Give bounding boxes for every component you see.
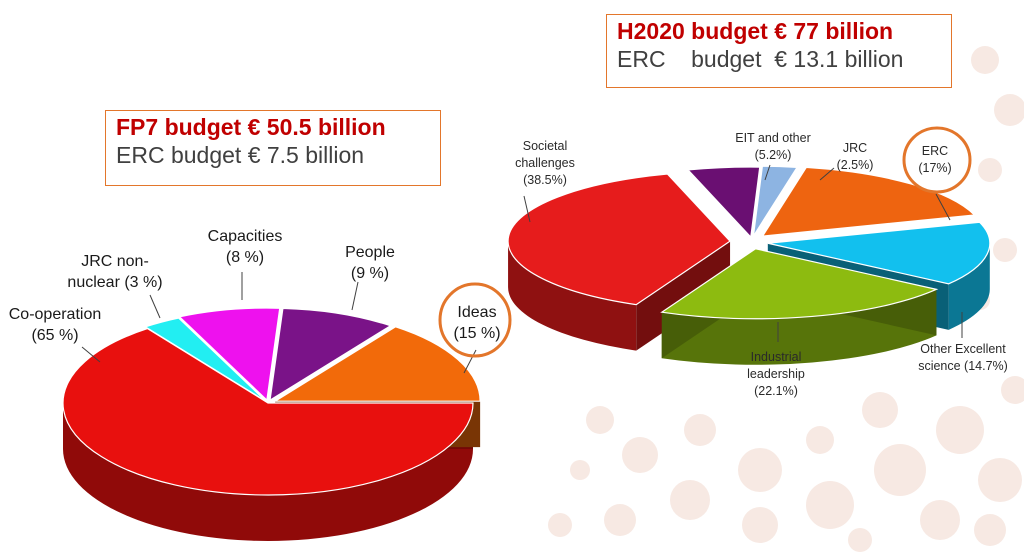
slice-wall-societal-challenges	[636, 241, 731, 351]
slice-side-societal-challenges	[508, 241, 637, 351]
fp7-erc-budget: ERC budget € 7.5 billion	[116, 142, 365, 168]
slice-capacities	[178, 307, 281, 402]
bg-dot	[742, 507, 778, 543]
h2020-budget-title: H2020 budget € 77 billion	[617, 18, 894, 44]
slice-jrc-non-nuclear	[144, 317, 267, 402]
fp7-leader-ideas	[463, 349, 477, 374]
bg-dot	[604, 504, 636, 536]
h2020-leader-jrc	[819, 167, 835, 181]
bg-dot	[936, 406, 984, 454]
h2020-label-erc: ERC (17%)	[918, 144, 951, 175]
slice-industrial-leadership	[660, 248, 939, 320]
slice-eit-and-other	[686, 166, 761, 239]
bg-dot	[993, 238, 1017, 262]
h2020-leader-erc	[935, 193, 951, 221]
fp7-leader-co-operation	[81, 346, 101, 363]
fp7-leader-jrc-non-nuclear	[149, 294, 161, 319]
bg-dot	[978, 158, 1002, 182]
h2020-budget-box: H2020 budget € 77 billion ERC budget € 1…	[606, 14, 952, 88]
slice-co-operation	[62, 327, 474, 496]
bg-dot	[874, 444, 926, 496]
h2020-erc-budget: ERC budget € 13.1 billion	[617, 46, 904, 72]
bg-dot	[806, 426, 834, 454]
bg-dot	[806, 481, 854, 529]
slice-side-co-operation	[63, 403, 473, 541]
h2020-label-eit-and-other: EIT and other (5.2%)	[735, 131, 811, 162]
slice-ideas	[273, 326, 481, 402]
h2020-label-societal-challenges: Societal challenges (38.5%)	[515, 139, 575, 187]
slice-erc	[761, 166, 976, 237]
h2020-label-jrc: JRC (2.5%)	[837, 141, 874, 172]
fp7-budget-box: FP7 budget € 50.5 billion ERC budget € 7…	[105, 110, 441, 186]
h2020-label-other-excellent-science: Other Excellent science (14.7%)	[918, 342, 1008, 373]
bg-dot	[548, 513, 572, 537]
slice-side-industrial-leadership	[661, 289, 937, 365]
bg-dot	[971, 46, 999, 74]
fp7-label-capacities: Capacities (8 %)	[208, 228, 283, 266]
fp7-label-people: People (9 %)	[345, 244, 395, 282]
h2020-leader-eit-and-other	[764, 164, 771, 181]
bg-dot	[570, 460, 590, 480]
bg-dot	[684, 414, 716, 446]
bg-dot	[1001, 376, 1024, 404]
h2020-label-industrial-leadership: Industrial leadership (22.1%)	[747, 350, 805, 398]
slice-jrc	[752, 165, 799, 237]
bg-dot	[670, 480, 710, 520]
bg-dot	[974, 514, 1006, 546]
fp7-label-ideas: Ideas (15 %)	[453, 304, 500, 342]
fp7-highlight-ring	[438, 282, 512, 358]
fp7-label-jrc-non-nuclear: JRC non-nuclear (3 %)	[67, 253, 162, 291]
slice-other-excellent-science	[767, 221, 991, 285]
slice-people	[269, 307, 392, 402]
fp7-leader-people	[351, 281, 359, 311]
bg-dot	[994, 94, 1024, 126]
bg-dot	[586, 406, 614, 434]
bg-dot	[738, 448, 782, 492]
fp7-label-co-operation: Co-operation (65 %)	[9, 306, 102, 344]
bg-dot	[920, 500, 960, 540]
bg-dot	[862, 392, 898, 428]
fp7-budget-title: FP7 budget € 50.5 billion	[116, 114, 386, 140]
bg-dot	[978, 458, 1022, 502]
h2020-leader-societal-challenges	[523, 195, 531, 223]
bg-dot	[622, 437, 658, 473]
bg-dot	[848, 528, 872, 552]
slice-societal-challenges	[507, 173, 731, 306]
h2020-highlight-ring	[902, 126, 972, 194]
